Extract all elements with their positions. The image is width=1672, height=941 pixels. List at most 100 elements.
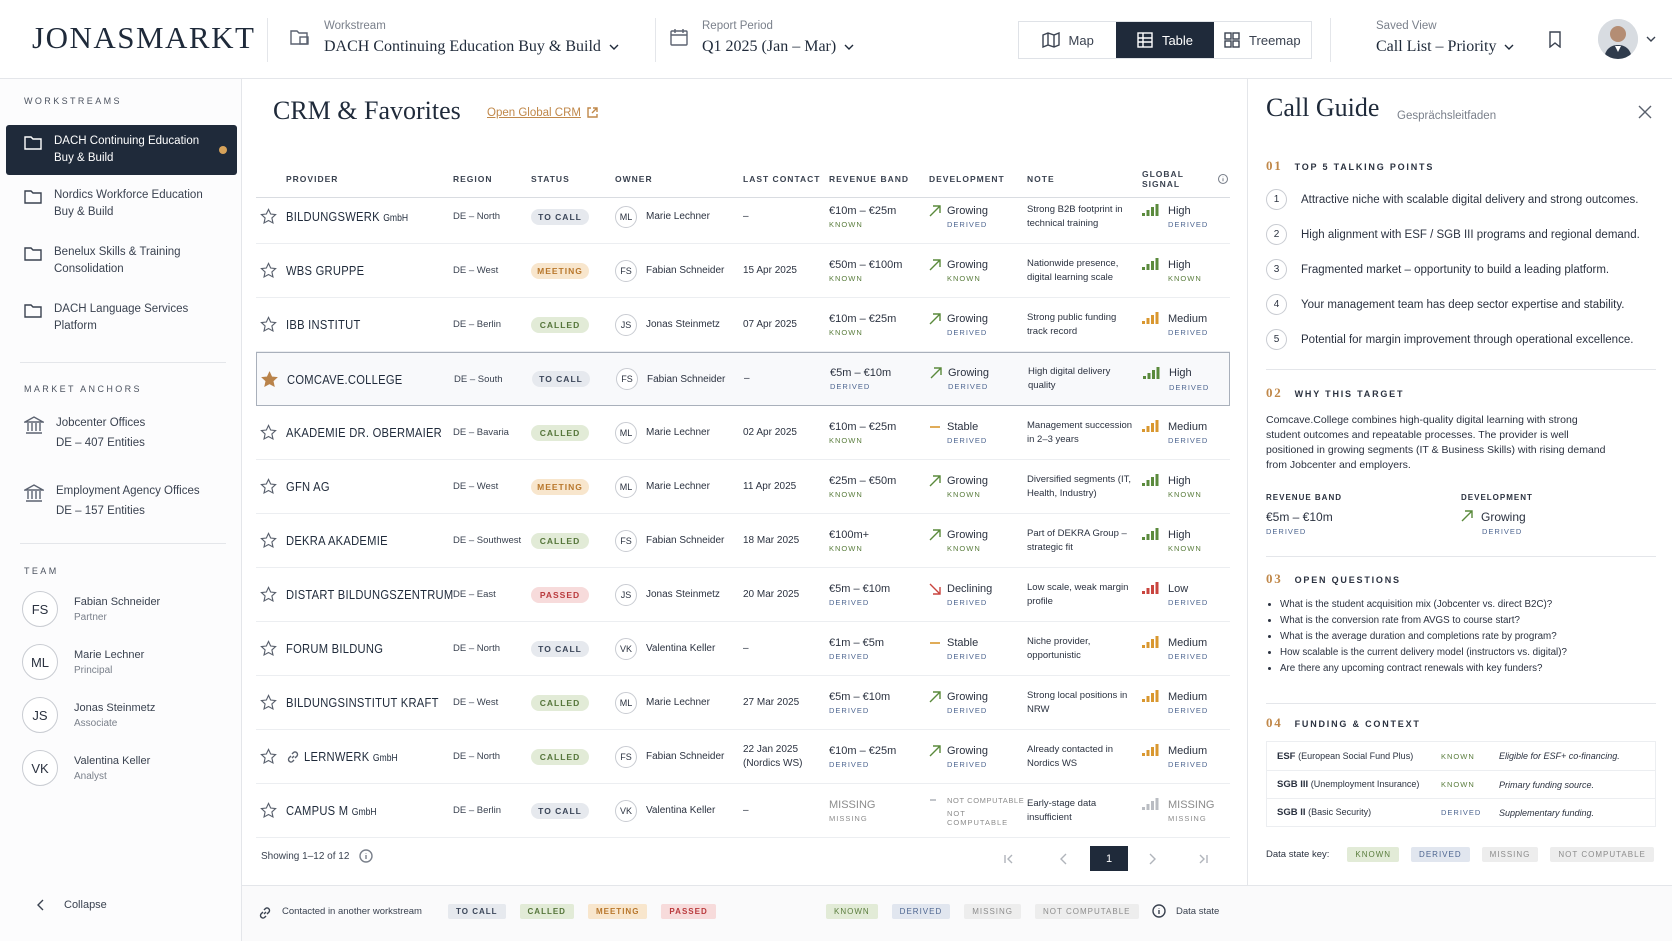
label: Contacted in another workstream (282, 906, 422, 917)
divider (1266, 556, 1656, 557)
workstream-item[interactable]: DACH Continuing Education Buy & Build (6, 125, 237, 175)
table-row[interactable]: LERNWERK GmbH DE – North CALLED FS Fabian Sch… (256, 730, 1230, 784)
header: JONASMARKT Workstream DACH Continuing Educ… (0, 0, 1672, 79)
table-row[interactable]: AKADEMIE DR. OBERMAIER DE – Bavaria CALLED… (256, 406, 1230, 460)
table-row[interactable]: BILDUNGSWERK GmbH DE – North TO CALL ML Marie… (256, 190, 1230, 244)
favorite-star[interactable] (256, 532, 286, 549)
favorite-star[interactable] (256, 640, 286, 657)
note: Part of DEKRA Group – strategic fit (1027, 527, 1127, 553)
icon-part (1146, 696, 1150, 702)
note: Already contacted in Nordics WS (1027, 743, 1114, 769)
icon-part (24, 416, 44, 434)
table-row[interactable]: GFN AG DE – West MEETING ML Marie Lechner 11 … (256, 460, 1230, 514)
collapse-button[interactable]: Collapse (36, 899, 107, 911)
state-chip: DERIVED (1411, 847, 1470, 862)
favorite-star[interactable] (256, 208, 286, 225)
open-crm-link[interactable]: Open Global CRM (487, 107, 598, 119)
page-number[interactable]: 1 (1090, 846, 1128, 871)
value: €5m – €10m (830, 367, 892, 379)
workstream-select[interactable]: Workstream DACH Continuing Education Buy … (290, 20, 619, 56)
icon-part (929, 474, 941, 486)
favorite-star[interactable] (256, 802, 286, 819)
icon-part (37, 899, 44, 911)
view-tab[interactable]: Table (1116, 22, 1214, 58)
view-tab[interactable]: Treemap (1214, 22, 1311, 58)
page-nav[interactable] (982, 854, 1036, 864)
owner-initials: ML (615, 205, 637, 228)
state-chip: KNOWN (826, 904, 878, 919)
period-select[interactable]: Report Period Q1 2025 (Jan – Mar) (670, 20, 854, 56)
workstream-item[interactable]: DACH Language Services Platform (6, 293, 237, 343)
icon-part (929, 204, 941, 216)
value: €10m – €25m (829, 744, 897, 757)
value: €5m – €10m (829, 582, 891, 595)
detail: DE – 157 Entities (56, 505, 145, 517)
point-number: 5 (1266, 329, 1287, 350)
icon-part (260, 586, 277, 603)
icon-part (1146, 480, 1150, 486)
last-contact: – (744, 373, 750, 384)
page-nav[interactable] (1128, 853, 1178, 865)
region: DE – West (453, 481, 499, 492)
favorite-star[interactable] (256, 424, 286, 441)
user-menu[interactable] (1646, 36, 1656, 42)
view-tab[interactable]: Map (1019, 22, 1116, 58)
favorite-star[interactable] (257, 370, 287, 388)
signal-bars (1142, 474, 1168, 487)
icon-part (1004, 854, 1013, 863)
section-number: 03 (1266, 571, 1283, 586)
icon-part (260, 640, 277, 657)
trend-icon (929, 204, 947, 217)
table-row[interactable]: IBB INSTITUT DE – Berlin CALLED JS Jonas Ste… (256, 298, 1230, 352)
note: Niche provider, opportunistic (1027, 635, 1091, 661)
favorite-star[interactable] (256, 478, 286, 495)
icon-part (1638, 105, 1652, 119)
close-button[interactable] (1638, 105, 1652, 119)
column-header: DEVELOPMENT (929, 169, 1027, 189)
favorite-star[interactable] (256, 586, 286, 603)
state: DERIVED (830, 382, 871, 391)
table-row[interactable]: CAMPUS M GmbH DE – Berlin TO CALL VK Valentin… (256, 784, 1230, 838)
page-nav[interactable] (1036, 853, 1090, 865)
last-contact: 07 Apr 2025 (743, 318, 797, 330)
favorite-star[interactable] (256, 316, 286, 333)
workstream-item[interactable]: Nordics Workforce Education Buy & Build (6, 179, 237, 229)
label: Saved View (1376, 20, 1437, 32)
revenue: €50m – €100m KNOWN (829, 259, 929, 283)
talking-point: 1 Attractive niche with scalable digital … (1266, 189, 1656, 210)
view-tabs: Map Table Treemap (1018, 21, 1312, 59)
provider-name: FORUM BILDUNG (286, 641, 383, 656)
workstream-item[interactable]: Benelux Skills & Training Consolidation (6, 236, 237, 286)
icon-part (1060, 853, 1067, 864)
label: DACH Language Services Platform (54, 303, 189, 332)
saved-view-select[interactable]: Saved View Call List – Priority (1362, 20, 1514, 56)
section-title: TOP 5 TALKING POINTS (1294, 162, 1435, 172)
owner-initials: FS (615, 259, 637, 282)
table-row[interactable]: DEKRA AKADEMIE DE – Southwest CALLED FS Fabi… (256, 514, 1230, 568)
table-row[interactable]: DISTART BILDUNGSZENTRUM DE – East PASSED JS… (256, 568, 1230, 622)
term-detail: (Unemployment Insurance) (1310, 779, 1420, 789)
table-row[interactable]: WBS GRUPPE DE – West MEETING FS Fabian Schne… (256, 244, 1230, 298)
icon-part (929, 258, 941, 270)
value: Low (1168, 582, 1189, 595)
group: Jobcenter Offices DE – 407 Entities (56, 413, 145, 453)
point-number: 3 (1266, 259, 1287, 280)
point-number: 1 (1266, 189, 1287, 210)
data-state-info[interactable]: Data state (1152, 904, 1219, 918)
table-row[interactable]: FORUM BILDUNG DE – North TO CALL VK Valentin… (256, 622, 1230, 676)
table-row[interactable]: BILDUNGSINSTITUT KRAFT DE – West CALLED ML M… (256, 676, 1230, 730)
favorite-star[interactable] (256, 748, 286, 765)
icon-part (260, 532, 277, 549)
label: PROVIDER (286, 174, 339, 184)
icon-part (260, 478, 277, 495)
revenue: €10m – €25m DERIVED (829, 745, 929, 769)
page-nav[interactable] (1178, 854, 1228, 864)
divider (1330, 18, 1331, 62)
user-avatar[interactable] (1598, 19, 1638, 59)
table-row[interactable]: COMCAVE.COLLEGE DE – South TO CALL FS Fabian… (256, 352, 1230, 406)
value: MISSING (1168, 798, 1215, 811)
favorite-star[interactable] (256, 262, 286, 279)
bookmark-button[interactable] (1548, 31, 1562, 48)
favorite-star[interactable] (256, 694, 286, 711)
divider (1266, 369, 1656, 370)
